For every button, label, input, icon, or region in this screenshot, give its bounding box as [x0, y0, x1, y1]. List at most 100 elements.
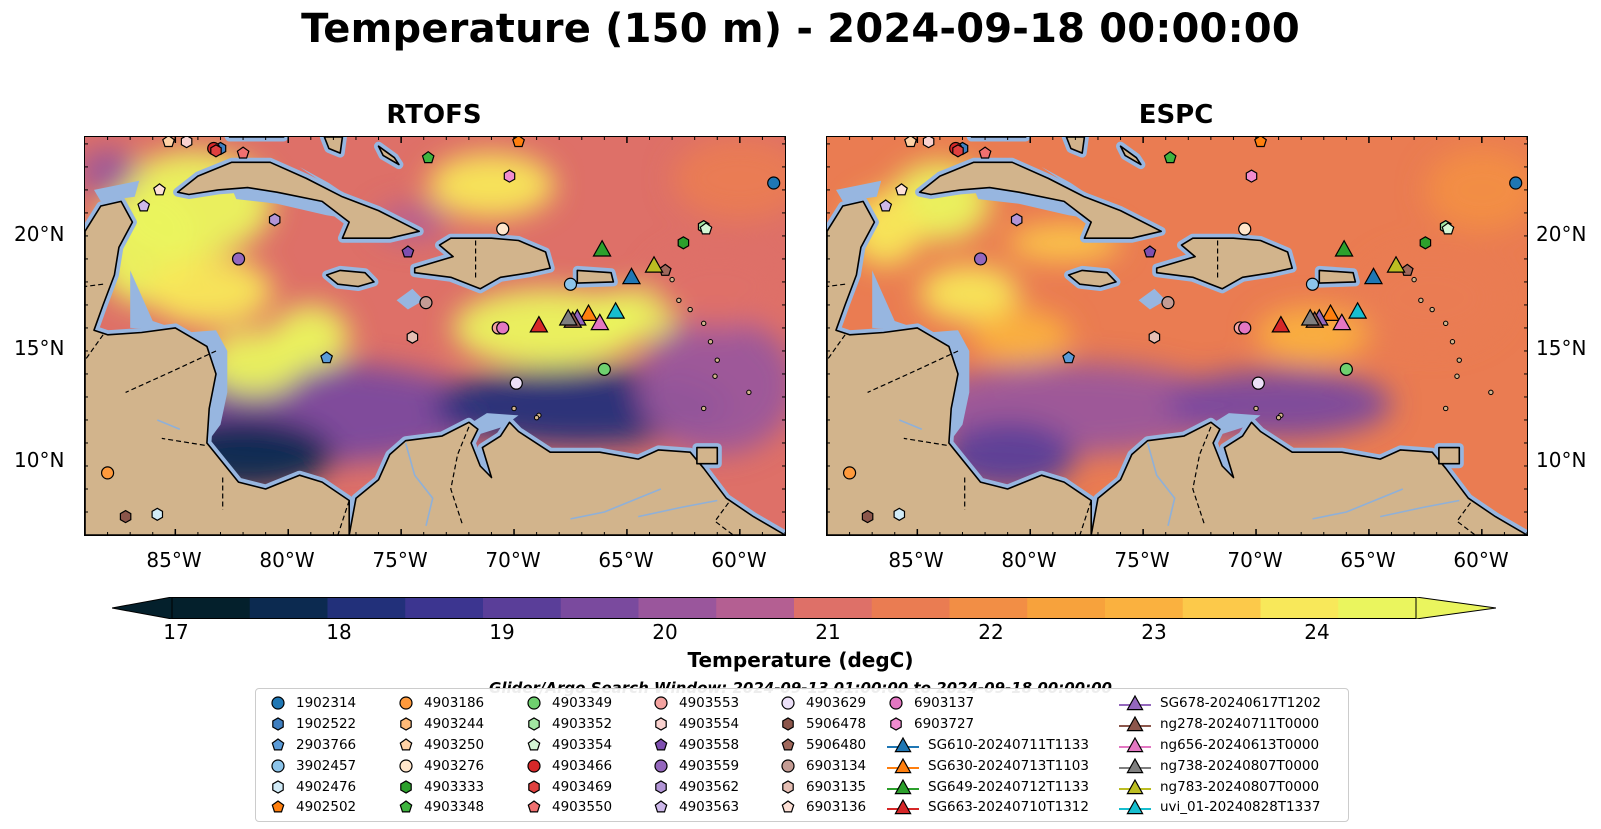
legend-label: 6903137	[914, 695, 975, 712]
marker-4903563	[137, 199, 151, 212]
map-panel-espc[interactable]	[826, 136, 1528, 536]
lon-tick-label: 75°W	[372, 548, 428, 572]
legend-hexagon-icon	[272, 717, 284, 731]
legend-label: 4903554	[679, 716, 740, 733]
temperature-field	[85, 137, 785, 492]
legend-circle-icon	[399, 696, 413, 710]
legend-triangle-icon	[894, 799, 912, 815]
colorbar-segment	[871, 597, 951, 619]
marker-4903250	[162, 137, 176, 148]
legend-circle-icon	[781, 759, 795, 773]
country-border	[903, 437, 947, 446]
marker-4903354	[699, 222, 713, 235]
marker-4903186	[842, 466, 857, 480]
legend-hexagon-icon	[400, 779, 412, 794]
colorbar-tick: 17	[163, 620, 189, 644]
land-south-america	[348, 421, 785, 535]
small-island	[1418, 297, 1424, 304]
colorbar-segment	[405, 597, 484, 619]
marker-3902457	[563, 277, 578, 291]
temperature-blob	[145, 256, 273, 326]
legend-item: 4902502	[268, 797, 356, 818]
legend-item: SG678-20240617T1202	[1118, 693, 1321, 714]
marker-4903186	[100, 466, 115, 480]
temperature-blob	[649, 245, 785, 328]
legend-circle-icon	[399, 759, 413, 773]
colorbar-tick: 18	[326, 620, 352, 644]
legend-item: 4903250	[396, 735, 484, 756]
legend-label: 6903134	[806, 757, 867, 774]
legend-triangle-icon	[1119, 695, 1151, 711]
colorbar-segment	[716, 597, 795, 619]
lon-tick-label: 80°W	[1001, 548, 1057, 572]
marker-4903276	[1238, 222, 1252, 236]
marker-2903766	[320, 351, 334, 364]
small-island	[676, 297, 682, 304]
country-border	[125, 350, 217, 393]
legend-triangle-icon	[887, 799, 919, 815]
marker-4903563	[879, 199, 893, 212]
legend-item: 4903469	[524, 776, 612, 797]
temperature-blob	[971, 309, 1071, 365]
legend-pentagon-icon	[781, 800, 795, 813]
marker-SG663-20240710T1312	[529, 315, 549, 333]
legend-column: 1902314 1902522 2903766 3902457 4902476 49025…	[268, 693, 356, 818]
legend-hexagon-icon	[782, 717, 794, 731]
legend-label: 3902457	[296, 757, 357, 774]
legend-label: 4903354	[552, 736, 613, 753]
lon-tick-label: 70°W	[1227, 548, 1283, 572]
legend-item: 4903559	[651, 755, 739, 776]
legend-hexagon-icon	[528, 779, 540, 794]
marker-5906478	[119, 509, 132, 524]
map-panel-rtofs[interactable]	[84, 136, 786, 536]
legend-item: 6903134	[778, 755, 866, 776]
legend-item: 4903558	[651, 735, 739, 756]
marker-ng656-20240613T0000	[1332, 313, 1352, 331]
legend-item: 1902314	[268, 693, 356, 714]
small-island	[714, 357, 720, 363]
small-island	[1443, 320, 1449, 327]
legend-hexagon-icon	[782, 779, 794, 794]
legend-circle-icon	[654, 759, 668, 773]
legend-triangle-icon	[1126, 799, 1144, 815]
land-trinidad	[1438, 446, 1461, 465]
legend-label: 1902522	[296, 716, 357, 733]
small-island	[712, 373, 718, 379]
legend-pentagon-icon	[654, 738, 668, 751]
marker-uvi_01-20240828T1337	[606, 301, 626, 319]
legend-item: SG649-20240712T1133	[886, 776, 1089, 797]
colorbar-segment	[249, 597, 329, 619]
river	[1312, 488, 1404, 520]
legend-label: 4903333	[424, 778, 485, 795]
land-bahamas2	[1119, 145, 1142, 166]
legend-circle-icon	[527, 696, 541, 710]
small-island	[701, 320, 707, 327]
colorbar-segment	[638, 597, 717, 619]
lon-tick-label: 65°W	[1340, 548, 1396, 572]
legend-pentagon-icon	[399, 738, 413, 751]
legend-label: 4903469	[552, 778, 613, 795]
legend-circle-icon	[399, 696, 413, 710]
legend-column: 4903553 4903554 4903558 4903559 4903562 49035…	[651, 693, 739, 818]
legend-triangle-icon	[894, 757, 912, 773]
country-border	[85, 334, 104, 361]
legend-label: SG649-20240712T1133	[928, 778, 1089, 795]
legend-item: 4903554	[651, 714, 739, 735]
small-island	[1454, 373, 1460, 379]
legend-pentagon-icon	[654, 738, 668, 751]
legend-triangle-icon	[1126, 736, 1144, 753]
panel-title-rtofs: RTOFS	[386, 100, 482, 130]
colorbar-segment	[1105, 597, 1184, 619]
small-island	[1429, 306, 1435, 313]
legend-item: 4903186	[396, 693, 484, 714]
legend-item: SG630-20240713T1103	[886, 755, 1089, 776]
river	[1380, 499, 1460, 518]
legend-label: ng656-20240613T0000	[1160, 736, 1320, 753]
land-cuba	[176, 161, 421, 239]
legend-item: SG610-20240711T1133	[886, 735, 1089, 756]
country-border	[85, 283, 104, 288]
marker-ng656-20240613T0000	[590, 313, 610, 331]
marker-6903727	[503, 169, 516, 183]
marker-ng783-20240807T0000	[1386, 255, 1406, 273]
legend-hexagon-icon	[528, 717, 540, 731]
